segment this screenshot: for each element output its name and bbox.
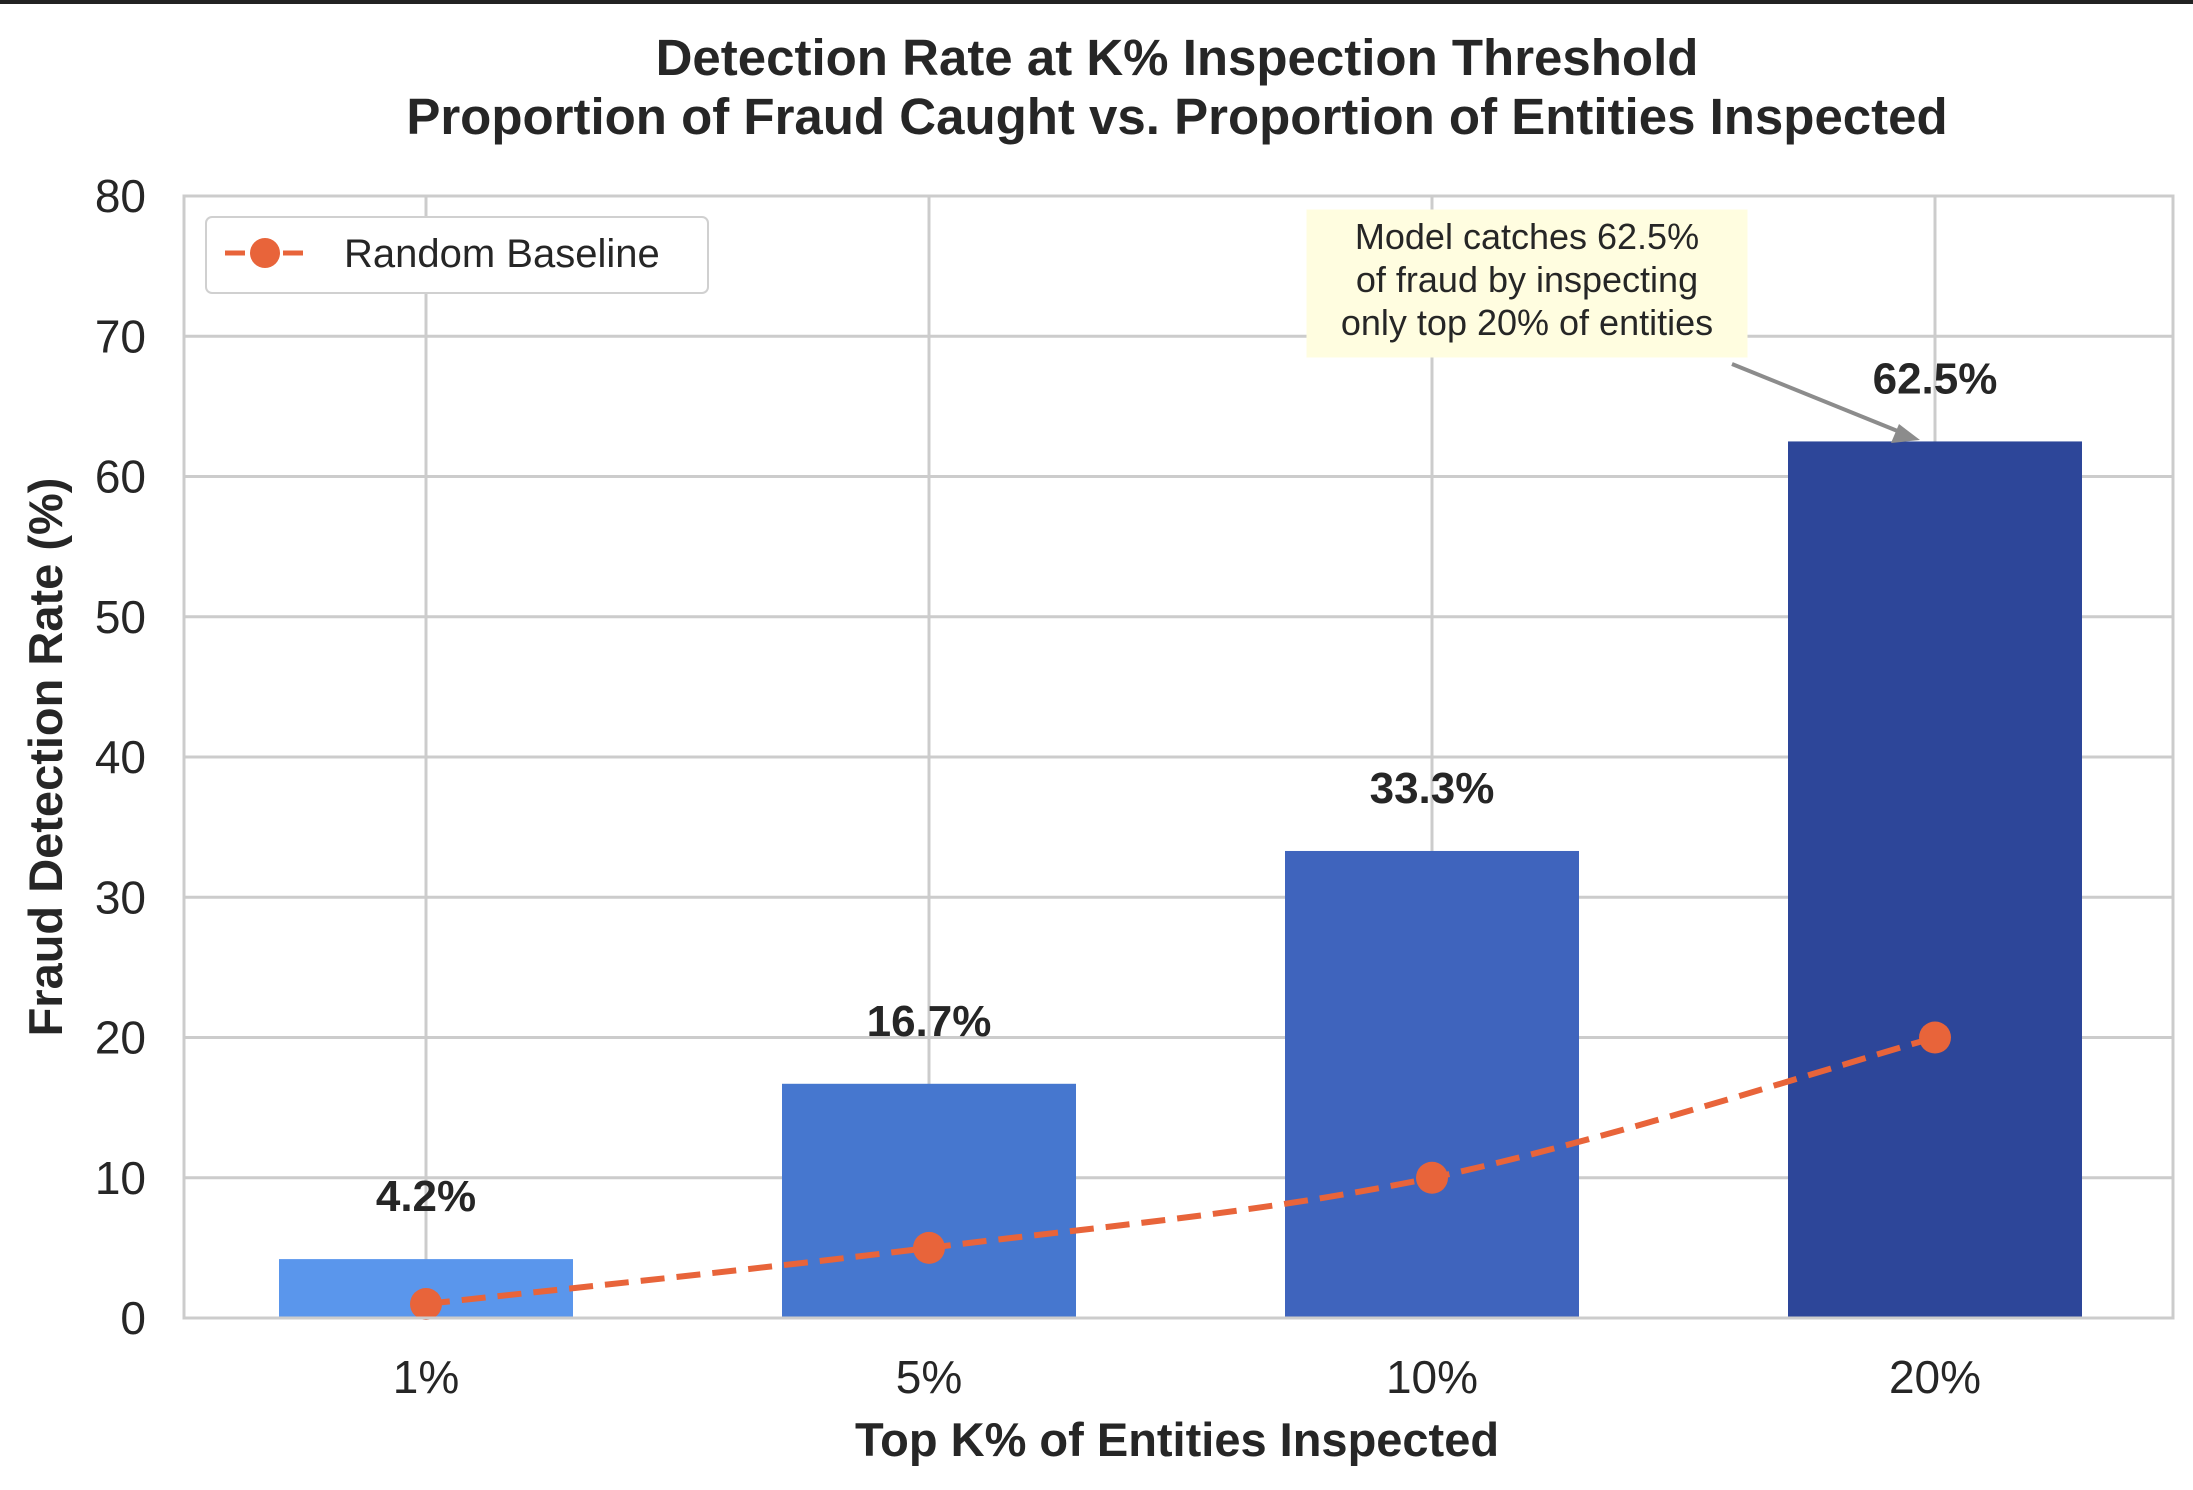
annotation-arrow	[1731, 362, 1901, 434]
baseline-point-1pct	[410, 1287, 442, 1320]
baseline-point-10pct	[1416, 1161, 1448, 1194]
annotation-line-2: of fraud by inspecting	[1356, 259, 1698, 300]
annotation-line-1: Model catches 62.5%	[1355, 216, 1699, 257]
bar-20pct	[1788, 441, 2082, 1318]
annotation-box	[1306, 209, 1748, 358]
y-tick-label: 0	[120, 1292, 146, 1344]
plot-frame	[182, 194, 2175, 1320]
baseline-point-5pct	[913, 1231, 945, 1264]
y-tick-label: 80	[95, 170, 146, 222]
annotation-line-3: only top 20% of entities	[1341, 302, 1713, 343]
x-axis-label: Top K% of Entities Inspected	[855, 1413, 1499, 1466]
annotation-arrowhead	[1891, 424, 1920, 443]
bar-value-labels: 4.2% 16.7% 33.3% 62.5%	[376, 354, 1998, 1221]
y-tick-label: 10	[95, 1152, 146, 1204]
bars	[279, 441, 2082, 1318]
y-tick-label: 20	[95, 1012, 146, 1064]
annotation: Model catches 62.5% of fraud by inspecti…	[1306, 209, 1920, 443]
legend: Random Baseline	[205, 216, 709, 294]
bar-value-label: 33.3%	[1370, 764, 1495, 813]
x-tick-label: 5%	[896, 1351, 962, 1403]
bar-value-label: 4.2%	[376, 1172, 476, 1221]
y-tick-label: 30	[95, 871, 146, 923]
bar-value-label: 16.7%	[867, 997, 992, 1046]
axis-ticks: 0 10 20 30 40 50 60 70 80 1% 5% 10% 20%	[95, 170, 1981, 1403]
top-border	[0, 0, 2193, 4]
legend-box	[205, 216, 709, 294]
x-tick-label: 10%	[1386, 1351, 1478, 1403]
legend-marker-swatch	[250, 238, 280, 268]
baseline-line	[425, 1034, 1936, 1307]
bar-10pct	[1285, 850, 1579, 1318]
chart-subtitle: Proportion of Fraud Caught vs. Proportio…	[406, 88, 1947, 145]
x-tick-label: 1%	[393, 1351, 459, 1403]
legend-label: Random Baseline	[344, 232, 660, 276]
y-tick-label: 40	[95, 731, 146, 783]
bar-5pct	[782, 1083, 1076, 1318]
baseline-series	[410, 1021, 1951, 1320]
y-tick-label: 70	[95, 310, 146, 362]
bar-value-label: 62.5%	[1873, 354, 1998, 403]
y-tick-label: 60	[95, 451, 146, 503]
x-tick-label: 20%	[1889, 1351, 1981, 1403]
chart-title: Detection Rate at K% Inspection Threshol…	[656, 29, 1699, 86]
y-tick-label: 50	[95, 591, 146, 643]
y-axis-label: Fraud Detection Rate (%)	[19, 478, 72, 1037]
baseline-point-20pct	[1919, 1021, 1951, 1054]
